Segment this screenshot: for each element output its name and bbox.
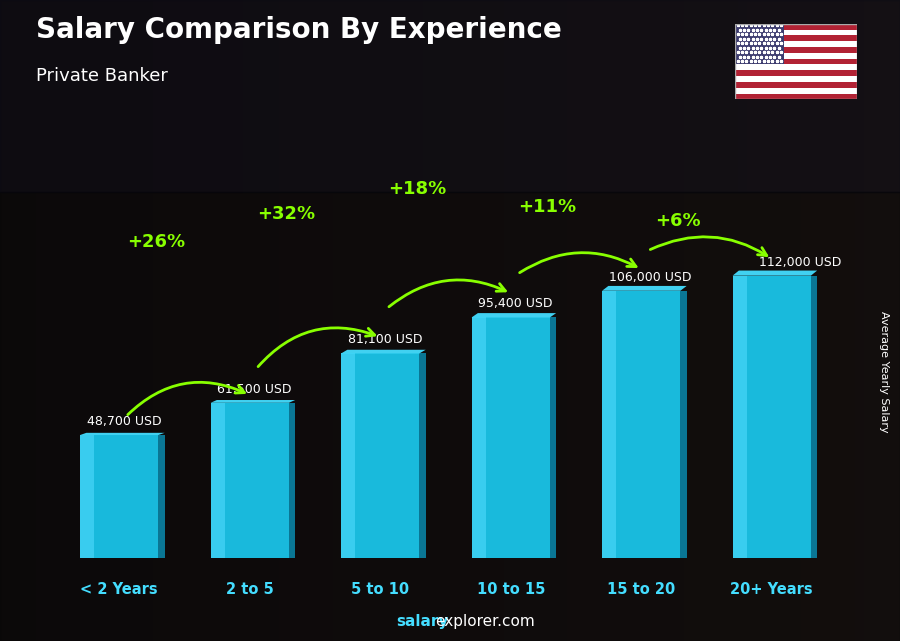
Bar: [80, 435, 94, 558]
Text: 5 to 10: 5 to 10: [351, 582, 410, 597]
Bar: [735, 47, 857, 53]
Bar: [735, 29, 857, 35]
Bar: [735, 88, 857, 94]
Text: salary: salary: [396, 615, 448, 629]
Bar: [735, 94, 857, 99]
Polygon shape: [80, 433, 165, 435]
Bar: [419, 353, 426, 558]
Polygon shape: [733, 271, 817, 276]
Bar: [733, 276, 811, 558]
Bar: [341, 353, 419, 558]
Bar: [472, 317, 486, 558]
Bar: [735, 41, 857, 47]
Polygon shape: [211, 400, 295, 403]
Bar: [735, 65, 857, 71]
Bar: [735, 24, 857, 29]
Bar: [811, 276, 817, 558]
Bar: [735, 35, 857, 41]
Bar: [602, 291, 616, 558]
Bar: [550, 317, 556, 558]
Text: Salary Comparison By Experience: Salary Comparison By Experience: [36, 16, 562, 44]
Text: explorer.com: explorer.com: [436, 615, 536, 629]
Text: 10 to 15: 10 to 15: [477, 582, 544, 597]
Text: 15 to 20: 15 to 20: [608, 582, 675, 597]
Text: Private Banker: Private Banker: [36, 67, 168, 85]
Polygon shape: [472, 313, 556, 317]
Bar: [735, 82, 857, 88]
Bar: [602, 291, 680, 558]
Bar: [0, 192, 900, 641]
Text: 20+ Years: 20+ Years: [731, 582, 813, 597]
Text: Average Yearly Salary: Average Yearly Salary: [878, 311, 889, 433]
Polygon shape: [602, 286, 687, 291]
Bar: [735, 71, 857, 76]
Bar: [80, 435, 158, 558]
Bar: [158, 435, 165, 558]
Text: < 2 Years: < 2 Years: [80, 582, 158, 597]
Bar: [735, 76, 857, 82]
Text: 61,500 USD: 61,500 USD: [217, 383, 292, 395]
Bar: [341, 353, 356, 558]
Bar: [211, 403, 289, 558]
Text: 106,000 USD: 106,000 USD: [608, 271, 691, 284]
Text: +32%: +32%: [257, 204, 315, 223]
Text: 2 to 5: 2 to 5: [226, 582, 274, 597]
Polygon shape: [341, 350, 426, 353]
Text: +26%: +26%: [127, 233, 184, 251]
Bar: [735, 53, 857, 58]
Text: 48,700 USD: 48,700 USD: [86, 415, 161, 428]
Text: +11%: +11%: [518, 197, 576, 215]
Bar: [735, 24, 784, 65]
Bar: [735, 58, 857, 65]
Bar: [211, 403, 225, 558]
Text: +18%: +18%: [388, 180, 446, 198]
Text: 81,100 USD: 81,100 USD: [347, 333, 422, 346]
Bar: [289, 403, 295, 558]
Text: 95,400 USD: 95,400 USD: [478, 297, 553, 310]
Bar: [733, 276, 747, 558]
Text: 112,000 USD: 112,000 USD: [759, 256, 842, 269]
Bar: [472, 317, 550, 558]
Bar: [680, 291, 687, 558]
Bar: [0, 0, 900, 192]
Text: +6%: +6%: [655, 212, 700, 229]
